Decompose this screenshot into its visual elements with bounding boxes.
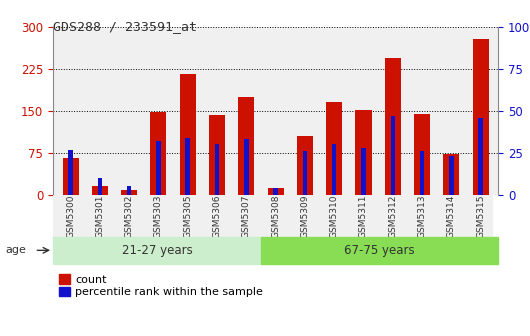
Bar — [473, 39, 489, 195]
Bar — [121, 191, 137, 195]
Bar — [180, 75, 196, 195]
Legend: count, percentile rank within the sample: count, percentile rank within the sample — [58, 275, 263, 297]
Bar — [420, 151, 425, 195]
FancyBboxPatch shape — [261, 237, 498, 264]
Text: GSM5315: GSM5315 — [476, 195, 485, 238]
Text: GSM5307: GSM5307 — [242, 195, 251, 238]
Bar — [156, 141, 161, 195]
Bar — [244, 139, 249, 195]
Text: GDS288 / 233591_at: GDS288 / 233591_at — [53, 20, 197, 33]
Text: 21-27 years: 21-27 years — [121, 244, 192, 257]
Text: GSM5300: GSM5300 — [66, 195, 75, 238]
Text: GSM5310: GSM5310 — [330, 195, 339, 238]
Bar — [414, 114, 430, 195]
Text: GSM5306: GSM5306 — [213, 195, 222, 238]
Bar — [479, 118, 483, 195]
Bar — [238, 97, 254, 195]
Text: GSM5311: GSM5311 — [359, 195, 368, 238]
Bar — [385, 58, 401, 195]
Text: GSM5301: GSM5301 — [95, 195, 104, 238]
Bar — [361, 148, 366, 195]
Text: GSM5314: GSM5314 — [447, 195, 456, 238]
FancyBboxPatch shape — [53, 237, 261, 264]
Bar — [303, 151, 307, 195]
Bar — [98, 178, 102, 195]
Bar — [443, 154, 460, 195]
Bar — [391, 116, 395, 195]
Text: GSM5309: GSM5309 — [301, 195, 310, 238]
Bar — [209, 115, 225, 195]
Bar — [356, 110, 372, 195]
Bar — [127, 186, 131, 195]
Bar — [215, 144, 219, 195]
Bar — [186, 138, 190, 195]
Text: GSM5308: GSM5308 — [271, 195, 280, 238]
Text: age: age — [5, 245, 26, 255]
Bar — [297, 136, 313, 195]
Text: GSM5312: GSM5312 — [388, 195, 398, 238]
Bar — [449, 156, 454, 195]
Text: GSM5305: GSM5305 — [183, 195, 192, 238]
Bar — [63, 159, 78, 195]
Bar — [332, 144, 337, 195]
Bar — [92, 186, 108, 195]
Bar — [151, 112, 166, 195]
Text: 67-75 years: 67-75 years — [344, 244, 415, 257]
Bar — [273, 188, 278, 195]
Text: GSM5302: GSM5302 — [125, 195, 134, 238]
Bar — [68, 150, 73, 195]
Bar — [268, 188, 284, 195]
Text: GSM5313: GSM5313 — [418, 195, 427, 238]
Text: GSM5303: GSM5303 — [154, 195, 163, 238]
Bar — [326, 102, 342, 195]
